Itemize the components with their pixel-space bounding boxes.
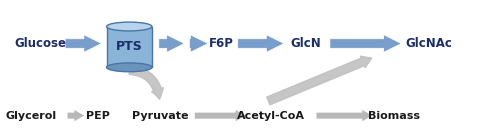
PathPatch shape bbox=[316, 109, 373, 122]
Ellipse shape bbox=[106, 63, 152, 72]
PathPatch shape bbox=[238, 35, 284, 52]
Text: Glycerol: Glycerol bbox=[5, 111, 56, 121]
Text: Pyruvate: Pyruvate bbox=[132, 111, 188, 121]
Text: F6P: F6P bbox=[209, 37, 234, 50]
Text: PTS: PTS bbox=[116, 40, 142, 53]
Text: GlcNAc: GlcNAc bbox=[405, 37, 452, 50]
Text: Biomass: Biomass bbox=[368, 111, 420, 121]
Text: Glucose: Glucose bbox=[14, 37, 66, 50]
Text: GlcN: GlcN bbox=[290, 37, 320, 50]
PathPatch shape bbox=[159, 35, 184, 52]
Bar bbox=[106, 27, 152, 67]
PathPatch shape bbox=[67, 109, 85, 122]
Text: PEP: PEP bbox=[86, 111, 110, 121]
PathPatch shape bbox=[330, 35, 402, 52]
PathPatch shape bbox=[194, 109, 246, 122]
PathPatch shape bbox=[190, 35, 208, 52]
FancyArrowPatch shape bbox=[267, 56, 372, 105]
PathPatch shape bbox=[65, 35, 102, 52]
FancyArrowPatch shape bbox=[129, 66, 164, 99]
Text: Acetyl-CoA: Acetyl-CoA bbox=[236, 111, 304, 121]
Ellipse shape bbox=[106, 22, 152, 31]
